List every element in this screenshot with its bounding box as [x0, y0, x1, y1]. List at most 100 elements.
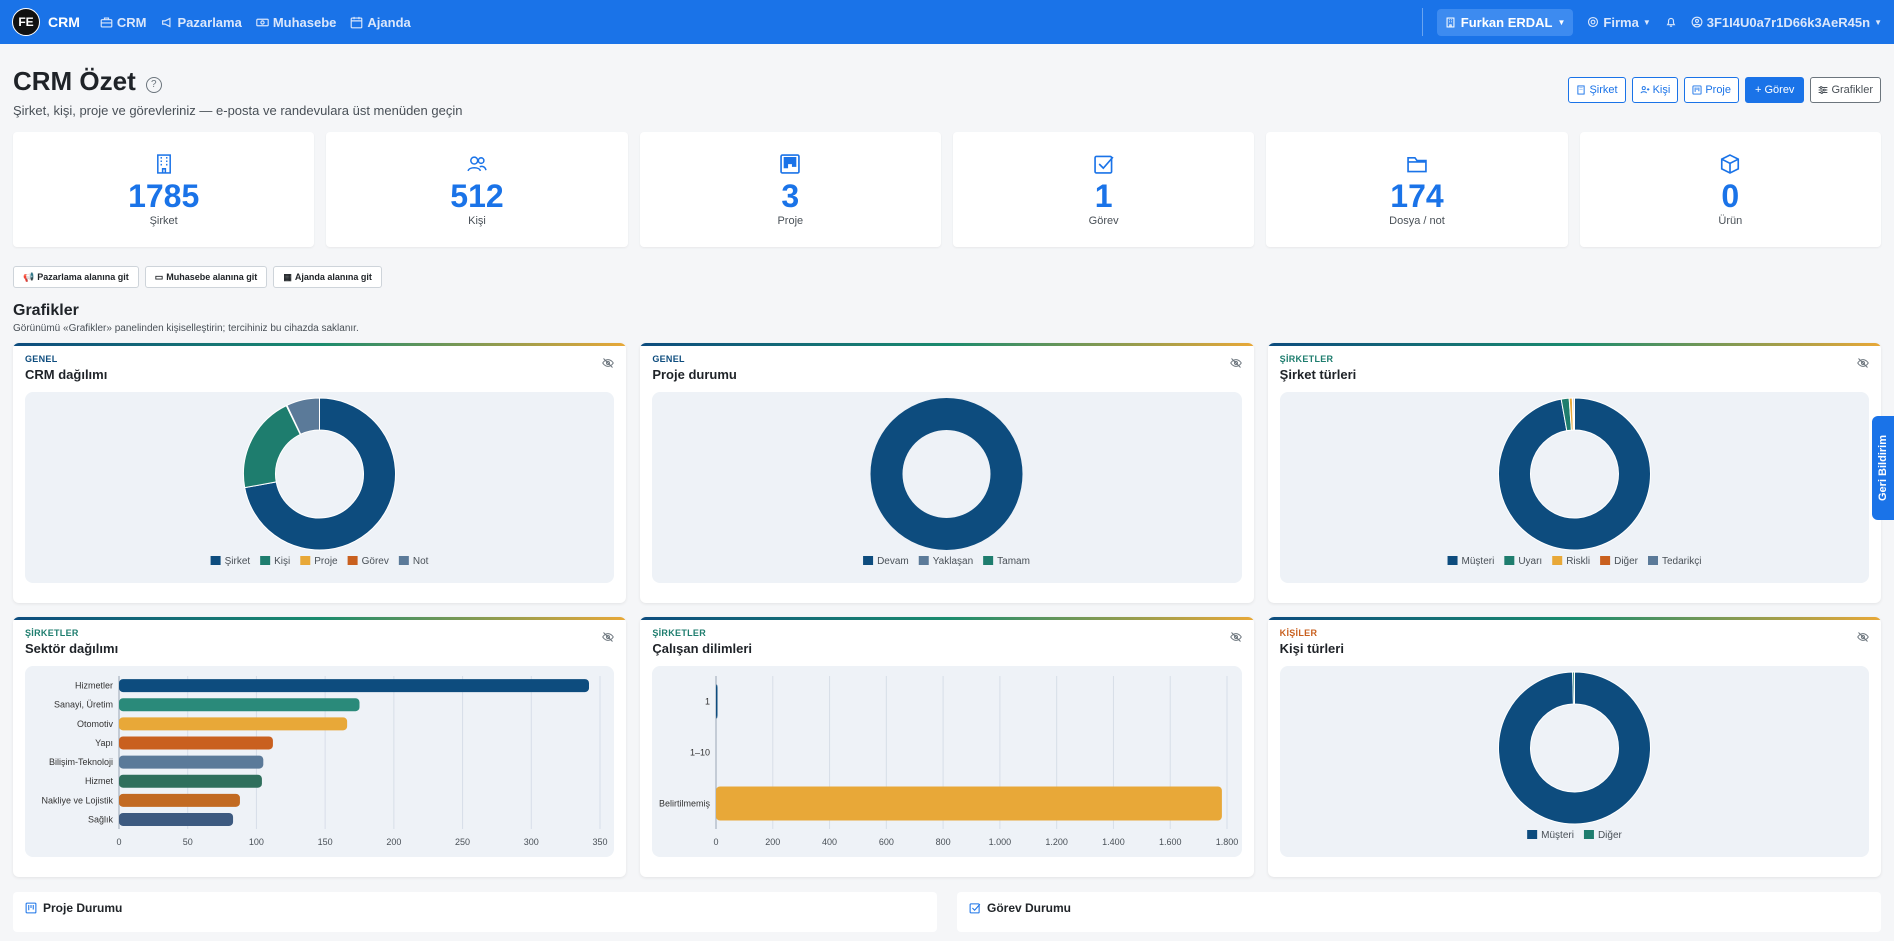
folder-icon	[1407, 156, 1427, 172]
box-icon	[1721, 153, 1740, 174]
panel-title: Proje Durumu	[43, 901, 123, 915]
notifications-button[interactable]	[1665, 16, 1677, 28]
category-label: Hizmetler	[75, 681, 113, 691]
firm-menu[interactable]: Firma ▼	[1587, 15, 1651, 30]
chart-plot: 0 200 400 600 800 1.000 1.200 1.400 1.600 1.800 1 1…	[652, 666, 1242, 857]
nav-item-pazarlama[interactable]: Pazarlama	[161, 15, 242, 30]
megaphone-icon: 📢	[23, 271, 35, 282]
eye-slash-icon[interactable]	[1229, 631, 1242, 643]
nav-item-label: Pazarlama	[177, 14, 242, 30]
eye-slash-icon[interactable]	[602, 631, 615, 643]
category-label: Nakliye ve Lojistik	[41, 795, 113, 805]
category-label: Sanayi, Üretim	[54, 700, 113, 710]
stat-value: 1	[1094, 177, 1113, 214]
donut-slice	[1497, 397, 1651, 551]
section-title: Grafikler	[13, 302, 79, 319]
building-icon	[1446, 17, 1455, 27]
card-kicker: ŞİRKETLER	[25, 628, 79, 638]
charts-settings-button[interactable]: Grafikler	[1810, 77, 1881, 103]
kanban-icon	[25, 902, 37, 914]
category-label: Belirtilmemiş	[659, 799, 711, 809]
legend-swatch	[1599, 556, 1610, 565]
cash-icon: ▭	[154, 271, 164, 282]
chart-card-employee-bands: ŞİRKETLER Çalışan dilimleri 0 200 400 600 80…	[640, 617, 1254, 877]
stat-label: Görev	[1088, 214, 1119, 227]
eye-slash-icon[interactable]	[1857, 357, 1869, 369]
top-navbar: FE CRM CRM Pazarlama Muhasebe Ajanda Fur…	[0, 0, 1894, 44]
briefcase-icon	[100, 16, 113, 28]
legend-label: Müşteri	[1461, 556, 1494, 567]
stat-value: 174	[1390, 177, 1444, 214]
legend-swatch	[260, 556, 271, 565]
charts-grid: GENEL CRM dağılımı Şirket Kişi Proje Görev N…	[0, 343, 1894, 877]
eye-slash-icon[interactable]	[602, 357, 615, 369]
tick-label: 400	[822, 837, 837, 847]
account-menu[interactable]: 3F1I4U0a7r1D66k3AeR45n ▼	[1691, 15, 1882, 30]
legend-swatch	[398, 556, 409, 565]
goto-marketing-button[interactable]: 📢 Pazarlama alanına git	[13, 266, 139, 288]
check-square-icon	[1093, 155, 1114, 174]
tick-label: 1.600	[1159, 837, 1182, 847]
eye-slash-icon[interactable]	[1229, 357, 1242, 369]
stat-card-task[interactable]: 1 Görev	[952, 132, 1255, 247]
card-kicker: GENEL	[25, 354, 58, 364]
chart-svg: 0 200 400 600 800 1.000 1.200 1.400 1.600 1.800 1 1…	[659, 676, 1239, 847]
card-title: CRM dağılımı	[25, 367, 108, 382]
brand[interactable]: FE CRM	[12, 8, 80, 36]
legend-swatch	[1526, 830, 1537, 839]
add-person-button[interactable]: Kişi	[1631, 77, 1679, 103]
tick-label: 50	[183, 837, 193, 847]
goto-agenda-button[interactable]: ▦ Ajanda alanına git	[273, 266, 382, 288]
chart-svg: Müşteri Diğer	[1497, 671, 1651, 841]
add-company-button[interactable]: Şirket	[1568, 77, 1626, 103]
tick-label: 600	[879, 837, 894, 847]
megaphone-icon	[161, 17, 171, 27]
chart-svg: Müşteri Uyarı Riskli Diğer Tedarikçi	[1447, 397, 1701, 567]
chart-plot: 0 50 100 150 200 250 300 350 Hizmetler Sanayi, Ür…	[25, 666, 615, 857]
tick-label: 200	[766, 837, 781, 847]
donut-slice	[1572, 397, 1575, 431]
user-circle-icon	[1691, 16, 1703, 28]
bar	[716, 786, 1223, 821]
legend-swatch	[983, 556, 994, 565]
page-subtitle: Şirket, kişi, proje ve görevleriniz — e-…	[13, 103, 463, 118]
stat-card-project[interactable]: 3 Proje	[639, 132, 941, 247]
stat-card-product[interactable]: 0 Ürün	[1579, 132, 1881, 247]
stat-label: Şirket	[149, 214, 178, 227]
donut-slice	[870, 398, 1023, 550]
nav-item-ajanda[interactable]: Ajanda	[350, 15, 411, 30]
sliders-icon	[1819, 86, 1828, 94]
donut-slice	[1571, 671, 1575, 705]
bar	[119, 717, 348, 731]
project-status-panel: Proje Durumu	[13, 892, 937, 932]
feedback-tab[interactable]: Geri Bildirim	[1872, 416, 1894, 520]
stat-card-files[interactable]: 174 Dosya / not	[1266, 132, 1568, 247]
legend-label: Diğer	[1598, 830, 1623, 841]
tick-label: 1.000	[989, 837, 1012, 847]
legend-label: Yaklaşan	[933, 556, 973, 567]
nav-item-muhasebe[interactable]: Muhasebe	[256, 15, 336, 30]
chart-card-crm-distribution: GENEL CRM dağılımı Şirket Kişi Proje Görev N…	[13, 343, 627, 603]
eye-slash-icon[interactable]	[1857, 631, 1869, 643]
donut-slice	[286, 397, 320, 435]
person-plus-icon	[1640, 86, 1649, 94]
add-project-button[interactable]: Proje	[1684, 77, 1739, 103]
tick-label: 1.800	[1216, 837, 1239, 847]
add-task-button[interactable]: + Görev	[1745, 77, 1805, 103]
card-kicker: ŞİRKETLER	[1279, 354, 1334, 364]
card-kicker: ŞİRKETLER	[652, 628, 707, 638]
bell-icon	[1666, 17, 1676, 27]
legend-swatch	[347, 556, 358, 565]
user-menu[interactable]: Furkan ERDAL ▼	[1436, 8, 1574, 36]
add-company-label: Şirket	[1589, 84, 1618, 96]
section-subtitle: Görünümü «Grafikler» panelinden kişisell…	[13, 323, 359, 334]
nav-item-crm[interactable]: CRM	[100, 15, 147, 30]
goto-accounting-button[interactable]: ▭ Muhasebe alanına git	[144, 266, 268, 288]
stat-card-person[interactable]: 512 Kişi	[326, 132, 628, 247]
stat-card-company[interactable]: 1785 Şirket	[13, 132, 315, 247]
legend-label: Kişi	[274, 556, 290, 567]
card-title: Proje durumu	[652, 367, 737, 382]
nav-divider	[1421, 8, 1423, 36]
chevron-down-icon: ▼	[1874, 17, 1882, 27]
help-icon[interactable]: ?	[145, 76, 162, 93]
